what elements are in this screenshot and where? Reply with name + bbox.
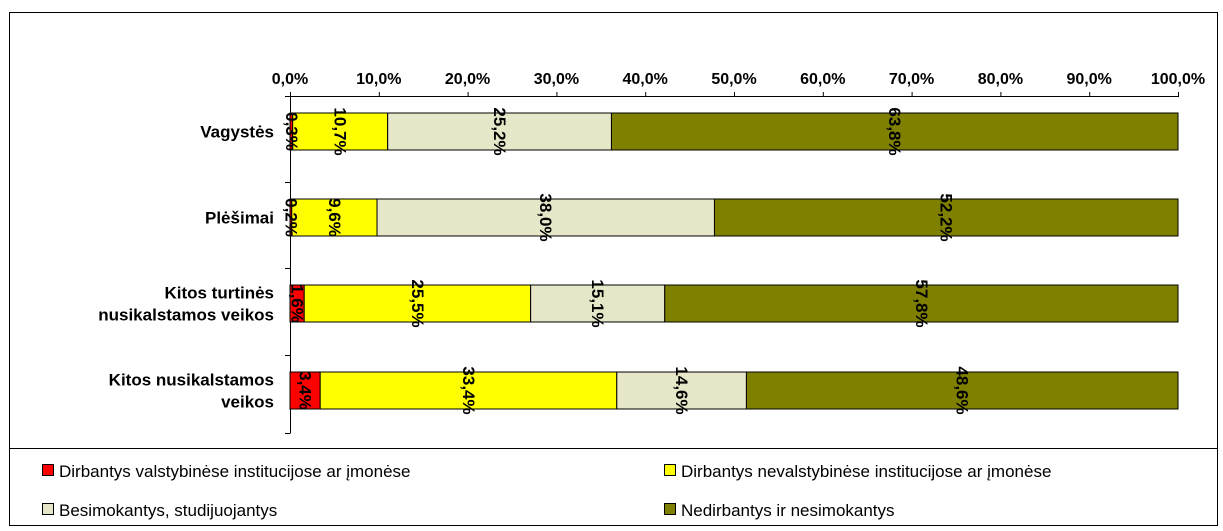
legend-label: Dirbantys valstybinėse institucijose ar … bbox=[59, 462, 411, 481]
legend-swatch bbox=[664, 503, 676, 515]
category-label: Kitos turtinės bbox=[164, 284, 274, 303]
bar-segment bbox=[387, 112, 612, 151]
bar-segment bbox=[289, 371, 321, 410]
data-labels: 0,3% 10,7% 25,2% 63,8% 0,2% 9,6% 38,0% 52,2% 1,6… bbox=[281, 107, 971, 414]
bar-segment bbox=[530, 284, 666, 323]
data-label: 25,5% bbox=[408, 279, 427, 327]
bar-segment bbox=[713, 198, 1179, 237]
x-tick-label: 50,0% bbox=[711, 71, 756, 88]
category-label: Vagystės bbox=[200, 123, 274, 142]
bar-segment bbox=[319, 371, 618, 410]
legend-swatch bbox=[42, 503, 54, 515]
x-tick-label: 70,0% bbox=[889, 71, 934, 88]
legend-swatch bbox=[42, 464, 54, 476]
category-labels: Vagystės Plėšimai Kitos turtinės nusikalsta… bbox=[98, 123, 274, 412]
x-tick-label: 30,0% bbox=[534, 71, 579, 88]
data-label: 14,6% bbox=[672, 366, 691, 414]
bars-layer bbox=[289, 112, 1179, 410]
x-tick-label: 100,0% bbox=[1151, 71, 1205, 88]
data-label: 52,2% bbox=[937, 193, 956, 241]
bar-segment bbox=[745, 371, 1179, 410]
legend-label: Nedirbantys ir nesimokantys bbox=[681, 501, 895, 520]
legend-frame bbox=[9, 448, 1218, 526]
x-tick-label: 40,0% bbox=[623, 71, 668, 88]
bar-segment bbox=[616, 371, 747, 410]
x-tick-label: 80,0% bbox=[978, 71, 1023, 88]
data-label: 25,2% bbox=[490, 107, 509, 155]
x-tick-label: 90,0% bbox=[1067, 71, 1112, 88]
data-label: 38,0% bbox=[536, 193, 555, 241]
legend: Dirbantys valstybinėse institucijose ar … bbox=[42, 462, 1051, 520]
bar-segment bbox=[292, 112, 389, 151]
data-label: 63,8% bbox=[885, 107, 904, 155]
data-label: 9,6% bbox=[325, 198, 344, 237]
bar-segment bbox=[664, 284, 1179, 323]
x-tick-label: 60,0% bbox=[800, 71, 845, 88]
data-label: 48,6% bbox=[953, 366, 972, 414]
data-label: 33,4% bbox=[459, 366, 478, 414]
data-label: 3,4% bbox=[296, 371, 315, 410]
bar-segment bbox=[610, 112, 1179, 151]
x-tick-label: 10,0% bbox=[356, 71, 401, 88]
data-label: 0,2% bbox=[281, 198, 300, 237]
x-tick-label: 20,0% bbox=[445, 71, 490, 88]
category-label: Plėšimai bbox=[205, 209, 274, 228]
legend-label: Besimokantys, studijuojantys bbox=[59, 501, 277, 520]
category-label: veikos bbox=[221, 393, 274, 412]
category-label: Kitos nusikalstamos bbox=[109, 371, 274, 390]
data-label: 10,7% bbox=[331, 107, 350, 155]
category-label: nusikalstamos veikos bbox=[98, 306, 274, 325]
legend-label: Dirbantys nevalstybinėse institucijose a… bbox=[681, 462, 1051, 481]
data-label: 57,8% bbox=[912, 279, 931, 327]
bar-segment bbox=[376, 198, 715, 237]
x-tick-label: 0,0% bbox=[272, 71, 308, 88]
axis-layer: 0,0% 10,0% 20,0% 30,0% 40,0% 50,0% 60,0% 70,0% 8… bbox=[272, 71, 1205, 434]
legend-swatch bbox=[664, 464, 676, 476]
data-label: 0,3% bbox=[282, 112, 301, 151]
bar-segment bbox=[303, 284, 532, 323]
data-label: 1,6% bbox=[288, 284, 307, 323]
data-label: 15,1% bbox=[588, 279, 607, 327]
